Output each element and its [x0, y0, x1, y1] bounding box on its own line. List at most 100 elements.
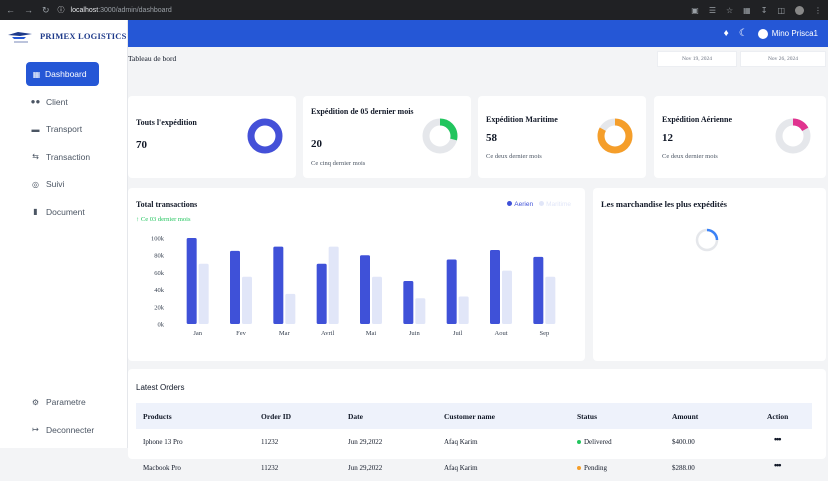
logo[interactable]: PRIMEX LOGISTICS — [0, 20, 127, 52]
bar-aerien-mar[interactable] — [273, 246, 284, 324]
cell-status: Delivered — [577, 438, 612, 446]
stat-card-aerienne: Expédition Aérienne 12 Ce deux dernier m… — [654, 96, 826, 178]
bar-maritime-aout[interactable] — [502, 270, 512, 324]
sidebar-item-dashboard[interactable]: ▦ Dashboard — [26, 62, 99, 86]
bar-aerien-jan[interactable] — [186, 238, 197, 324]
legend-item-aerien[interactable]: Aerien — [507, 201, 533, 208]
orders-title: Latest Orders — [136, 383, 185, 392]
x-tick-label: Juil — [453, 330, 463, 337]
x-tick-label: Aout — [495, 330, 508, 337]
col-header-order-id: Order ID — [261, 412, 292, 421]
stat-value: 70 — [136, 139, 147, 151]
latest-orders-card: Latest Orders Products Order ID Date Cus… — [128, 369, 826, 472]
chart-subtitle-text: Ce 03 dernier mois — [140, 216, 191, 223]
bar-maritime-jan[interactable] — [198, 263, 209, 324]
bar-maritime-fev[interactable] — [242, 276, 252, 324]
sidebar-item-client[interactable]: ●● Client — [0, 90, 127, 114]
stat-card-5-months: Expédition de 05 dernier mois 20 Ce cinq… — [303, 96, 471, 178]
stat-card-maritime: Expédition Maritime 58 Ce deux dernier m… — [478, 96, 646, 178]
translate-icon[interactable]: ☰ — [708, 5, 716, 15]
top-goods-title: Les marchandise les plus expédités — [601, 199, 727, 209]
bookmark-star-icon[interactable]: ☆ — [726, 5, 734, 15]
url-path: :3000/admin/dashboard — [98, 6, 172, 14]
browser-menu-icon[interactable]: ⋮ — [814, 5, 822, 15]
sidebar-item-suivi[interactable]: ◎ Suivi — [0, 172, 127, 196]
bar-maritime-sep[interactable] — [545, 276, 556, 324]
gear-icon: ⚙ — [31, 397, 40, 407]
cell-status: Pending — [577, 464, 607, 472]
table-row[interactable]: Macbook Pro 11232 Jun 29,2022 Afaq Karim… — [136, 455, 812, 481]
user-menu[interactable]: Mino Prisca1 — [757, 28, 818, 39]
forward-icon[interactable]: → — [24, 4, 33, 15]
bell-icon[interactable]: ♦ — [723, 28, 729, 39]
y-tick-label: 100k — [151, 236, 165, 243]
y-tick-label: 80k — [154, 253, 165, 260]
chart-legend: Aerien Maritime — [507, 201, 571, 208]
split-view-icon[interactable]: ◫ — [777, 5, 785, 15]
reload-icon[interactable]: ↻ — [42, 4, 50, 15]
stat-donut — [775, 118, 811, 154]
profile-avatar-icon[interactable] — [795, 5, 804, 15]
bar-aerien-aout[interactable] — [490, 250, 500, 324]
x-tick-label: Mai — [366, 330, 377, 337]
bar-maritime-juin[interactable] — [415, 298, 426, 324]
x-tick-label: Fev — [236, 330, 247, 337]
bar-aerien-fev[interactable] — [230, 250, 240, 324]
cell-product: Iphone 13 Pro — [143, 438, 183, 446]
status-text: Delivered — [584, 438, 612, 446]
sidebar-item-transport[interactable]: ▬ Transport — [0, 117, 127, 141]
sidebar-item-document[interactable]: ▮ Document — [0, 200, 127, 224]
cell-amount: $400.00 — [672, 438, 695, 446]
stat-value: 12 — [662, 132, 673, 144]
user-name: Mino Prisca1 — [771, 29, 818, 38]
page-title: Tableau de bord — [128, 54, 177, 63]
sidebar-item-transaction[interactable]: ⇆ Transaction — [0, 145, 127, 169]
swap-icon: ⇆ — [32, 152, 39, 161]
back-icon[interactable]: ← — [6, 4, 15, 15]
app: PRIMEX LOGISTICS ▦ Dashboard ●● Client ▬… — [0, 20, 828, 472]
site-info-icon[interactable]: ⓘ — [57, 7, 65, 14]
download-icon[interactable]: ↧ — [760, 5, 768, 15]
table-row[interactable]: Iphone 13 Pro 11232 Jun 29,2022 Afaq Kar… — [136, 429, 812, 455]
bar-maritime-mai[interactable] — [372, 276, 382, 324]
col-header-date: Date — [348, 412, 363, 421]
loading-spinner-icon — [695, 228, 719, 252]
sidebar-item-parametre[interactable]: ⚙ Parametre — [0, 390, 128, 414]
more-actions-icon[interactable]: ••• — [774, 460, 782, 470]
chart-subtitle: ↑ Ce 03 dernier mois — [136, 216, 191, 223]
cell-amount: $288.00 — [672, 464, 695, 472]
bar-maritime-mar[interactable] — [285, 293, 296, 324]
bar-maritime-avril[interactable] — [328, 246, 339, 324]
status-dot-icon — [577, 466, 581, 471]
sidebar: PRIMEX LOGISTICS ▦ Dashboard ●● Client ▬… — [0, 20, 128, 448]
stat-subtitle: Ce cinq dernier mois — [311, 160, 366, 167]
x-tick-label: Jan — [193, 330, 202, 337]
col-header-action: Action — [767, 412, 789, 421]
bar-chart: 0k 20k 40k 60k 80k 100k Jan Fev Mar Avril Mai Juin J… — [151, 236, 556, 337]
bar-aerien-mai[interactable] — [360, 255, 370, 324]
browser-toolbar: ← → ↻ ⓘ localhost:3000/admin/dashboard ▣… — [0, 0, 828, 20]
sidebar-item-deconnecter[interactable]: ↦ Deconnecter — [0, 418, 128, 442]
orders-table-header: Products Order ID Date Customer name Sta… — [136, 403, 812, 429]
logo-mark-icon — [6, 27, 36, 45]
bar-aerien-juin[interactable] — [403, 281, 414, 324]
stat-card-all: Touts l'expédition 70 — [128, 96, 296, 178]
stat-title: Expédition Maritime — [486, 115, 558, 124]
bar-aerien-juil[interactable] — [446, 259, 457, 325]
extensions-icon[interactable]: ▦ — [743, 5, 751, 15]
date-to-value: Nov 26, 2024 — [767, 56, 799, 62]
stat-title: Touts l'expédition — [136, 118, 197, 127]
cell-customer: Afaq Karim — [444, 464, 478, 472]
cast-icon[interactable]: ▣ — [691, 5, 699, 15]
date-to-picker[interactable]: Nov 26, 2024 — [740, 51, 826, 67]
bar-maritime-juil[interactable] — [458, 296, 469, 324]
more-actions-icon[interactable]: ••• — [774, 434, 782, 444]
address-bar[interactable]: ⓘ localhost:3000/admin/dashboard — [58, 5, 172, 15]
moon-icon[interactable]: ☾ — [738, 28, 748, 39]
logout-icon: ↦ — [32, 425, 39, 434]
bar-aerien-sep[interactable] — [533, 256, 544, 324]
bar-aerien-avril[interactable] — [316, 263, 327, 324]
legend-item-maritime[interactable]: Maritime — [539, 201, 571, 208]
sidebar-item-label: Client — [46, 96, 68, 107]
date-from-picker[interactable]: Nov 19, 2024 — [657, 51, 737, 67]
